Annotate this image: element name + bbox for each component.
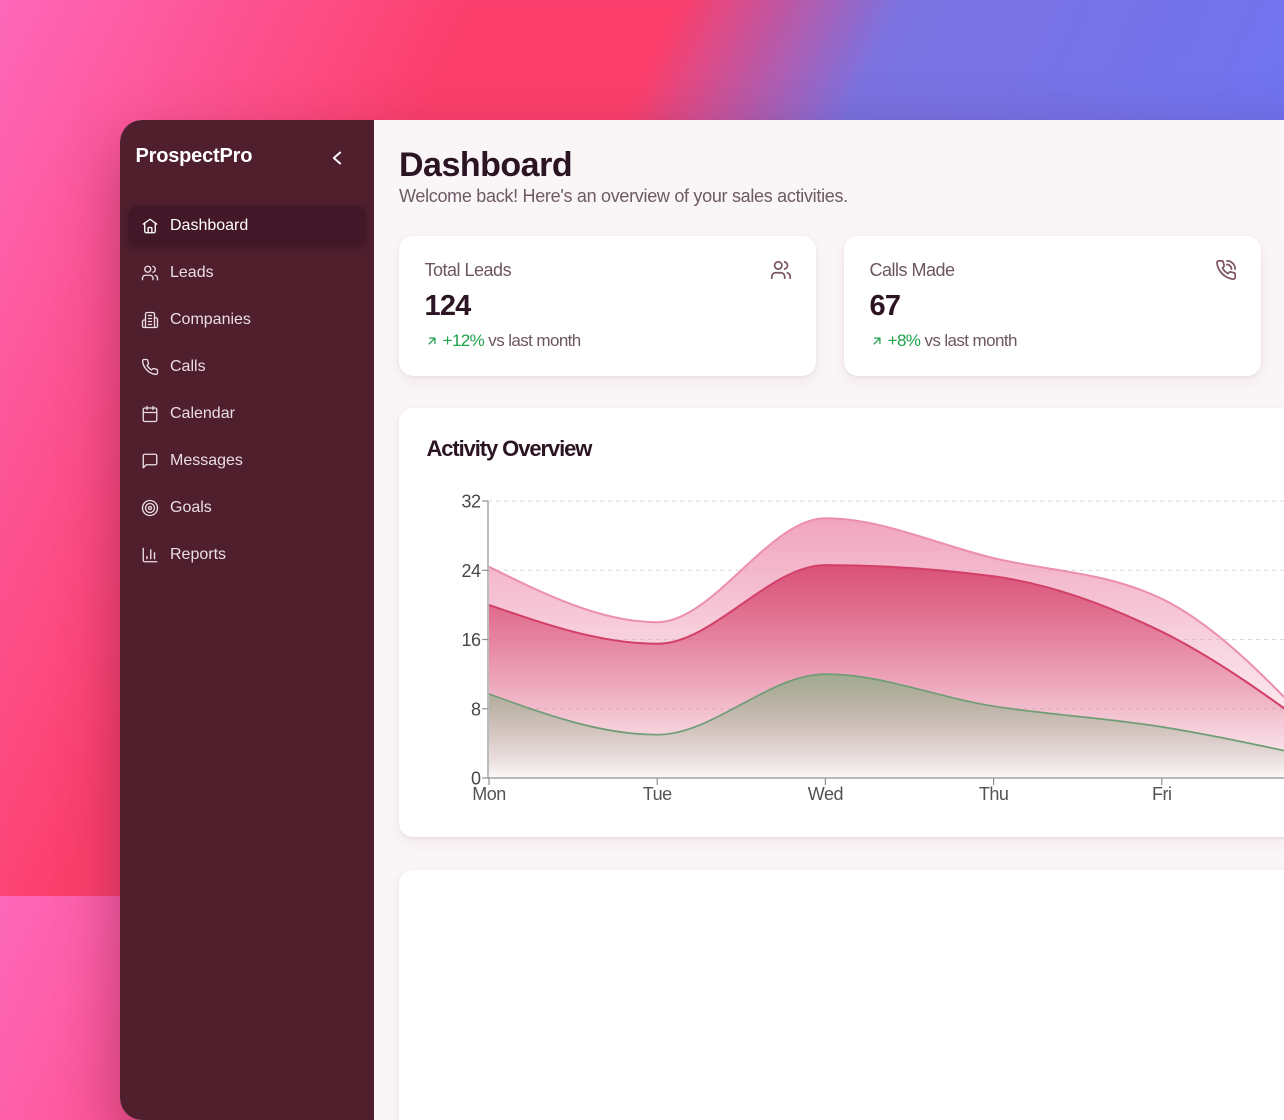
svg-text:16: 16 — [461, 630, 481, 650]
svg-text:8: 8 — [471, 699, 481, 719]
svg-text:Mon: Mon — [472, 784, 506, 804]
svg-text:0: 0 — [471, 768, 481, 788]
svg-text:24: 24 — [461, 560, 481, 580]
svg-text:Thu: Thu — [979, 784, 1009, 804]
svg-text:Tue: Tue — [643, 784, 672, 804]
svg-text:32: 32 — [461, 491, 481, 511]
svg-text:Wed: Wed — [808, 784, 843, 804]
svg-text:Fri: Fri — [1152, 784, 1172, 804]
